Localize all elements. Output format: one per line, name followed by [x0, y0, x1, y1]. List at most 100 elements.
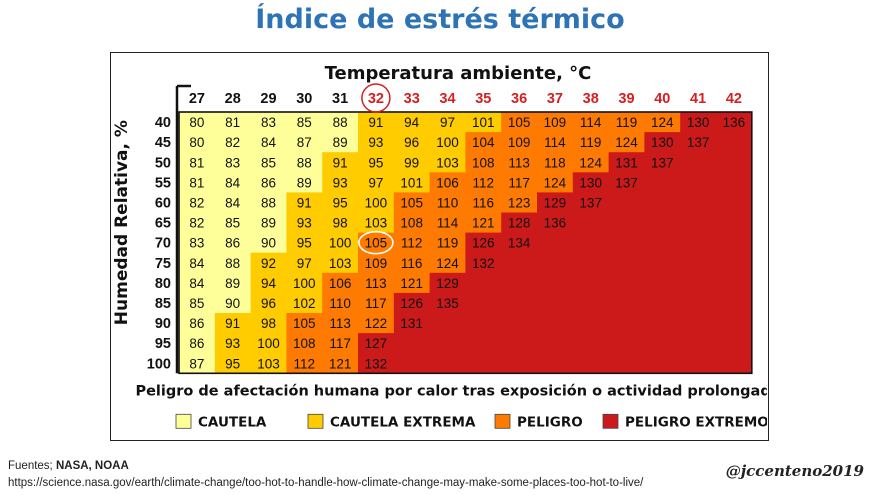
- heatmap-cell: [286, 152, 323, 173]
- heatmap-cell: [429, 172, 466, 193]
- cell-value-label: 82: [189, 216, 204, 231]
- heatmap-cell: [179, 333, 216, 354]
- page-title: Índice de estrés térmico: [255, 4, 625, 35]
- heatmap-cell: [572, 132, 609, 153]
- cell-value-label: 87: [297, 135, 312, 150]
- cell-value-label: 130: [651, 135, 674, 150]
- author-handle: @jccenteno2019: [725, 462, 864, 480]
- cell-value-label: 124: [544, 175, 567, 190]
- heatmap-cell: [465, 212, 502, 233]
- heatmap-cell: [358, 252, 395, 274]
- temperature-tick-label: 32: [368, 91, 384, 107]
- heatmap-cell: [286, 272, 323, 294]
- cell-value-label: 130: [579, 175, 602, 190]
- cell-value-label: 113: [329, 316, 351, 331]
- cell-value-label: 98: [261, 316, 276, 331]
- cell-value-label: 93: [297, 216, 312, 231]
- cell-value-label: 113: [365, 276, 387, 291]
- cell-value-label: 89: [333, 135, 348, 150]
- heatmap-cell: [250, 313, 287, 334]
- cell-value-label: 99: [404, 155, 419, 170]
- sources-orgs: NASA, NOAA: [55, 460, 129, 472]
- heatmap-cell: [250, 192, 287, 213]
- cell-value-label: 88: [333, 115, 348, 130]
- cell-value-label: 86: [225, 236, 240, 251]
- heatmap-cell: [608, 132, 645, 153]
- heatmap-cell: [465, 232, 502, 254]
- cell-value-label: 100: [293, 276, 316, 291]
- cell-value-label: 112: [473, 175, 495, 190]
- cell-value-label: 129: [544, 195, 567, 210]
- heatmap-cell: [393, 272, 430, 294]
- heatmap-cell: [429, 272, 466, 294]
- temperature-tick-label: 41: [690, 91, 706, 107]
- humidity-tick-label: 55: [155, 175, 171, 191]
- cell-value-label: 100: [257, 336, 280, 351]
- humidity-tick-label: 75: [155, 256, 171, 272]
- cell-value-label: 122: [365, 316, 388, 331]
- heatmap-cell: [179, 172, 216, 193]
- heatmap-cell: [250, 232, 287, 254]
- heatmap-cell: [572, 112, 609, 133]
- cell-value-label: 137: [651, 155, 674, 170]
- cell-value-label: 92: [261, 256, 276, 271]
- cell-value-label: 113: [508, 155, 530, 170]
- temperature-tick-label: 40: [654, 91, 670, 107]
- temperature-tick-label: 37: [547, 91, 563, 107]
- cell-value-label: 80: [189, 115, 204, 130]
- temperature-tick-label: 35: [475, 91, 491, 107]
- heatmap-cell: [608, 172, 645, 193]
- cell-value-label: 103: [436, 155, 459, 170]
- temperature-tick-label: 34: [439, 91, 455, 107]
- sources-url[interactable]: https://science.nasa.gov/earth/climate-c…: [8, 477, 644, 489]
- cell-value-label: 105: [400, 195, 423, 210]
- legend-label: PELIGRO EXTREMO: [625, 414, 767, 430]
- heatmap-cell: [214, 292, 251, 314]
- cell-value-label: 95: [225, 356, 240, 371]
- heatmap-cell: [286, 132, 323, 153]
- cell-value-label: 109: [508, 135, 531, 150]
- heatmap-cell: [393, 252, 430, 274]
- cell-value-label: 119: [437, 236, 459, 251]
- heatmap-cell: [179, 353, 216, 374]
- heatmap-cell: [501, 192, 538, 213]
- heatmap-cell: [501, 112, 538, 133]
- cell-value-label: 124: [436, 256, 459, 271]
- temperature-tick-label: 27: [189, 91, 205, 107]
- heatmap-cell: [214, 272, 251, 294]
- y-axis-label: Humedad Relativa, %: [112, 120, 132, 325]
- heatmap-cell: [179, 132, 216, 153]
- cell-value-label: 82: [189, 195, 204, 210]
- heatmap-cell: [286, 112, 323, 133]
- heatmap-cell: [429, 192, 466, 213]
- heatmap-cell: [537, 212, 574, 233]
- cell-value-label: 108: [472, 155, 495, 170]
- cell-value-label: 124: [615, 135, 638, 150]
- heatmap-cell: [358, 272, 395, 294]
- cell-value-label: 131: [615, 155, 638, 170]
- heatmap-cell: [644, 132, 681, 153]
- cell-value-label: 93: [368, 135, 383, 150]
- cell-value-label: 89: [297, 175, 312, 190]
- cell-value-label: 117: [508, 175, 530, 190]
- cell-value-label: 118: [544, 155, 566, 170]
- heatmap-cell: [501, 212, 538, 233]
- cell-value-label: 80: [189, 135, 204, 150]
- cell-value-label: 121: [400, 276, 423, 291]
- humidity-tick-label: 90: [155, 316, 171, 332]
- temperature-tick-label: 30: [296, 91, 312, 107]
- heatmap-cell: [179, 252, 216, 274]
- heatmap-cell: [322, 172, 359, 193]
- cell-value-label: 102: [293, 296, 316, 311]
- cell-value-label: 136: [723, 115, 746, 130]
- cell-value-label: 105: [293, 316, 316, 331]
- heatmap-cell: [322, 232, 359, 254]
- cell-value-label: 93: [225, 336, 240, 351]
- cell-value-label: 97: [297, 256, 312, 271]
- cell-value-label: 110: [437, 195, 459, 210]
- cell-value-label: 126: [472, 236, 495, 251]
- cell-value-label: 82: [225, 135, 240, 150]
- heatmap-cell: [179, 152, 216, 173]
- cell-value-label: 105: [365, 236, 388, 251]
- cell-value-label: 110: [329, 296, 351, 311]
